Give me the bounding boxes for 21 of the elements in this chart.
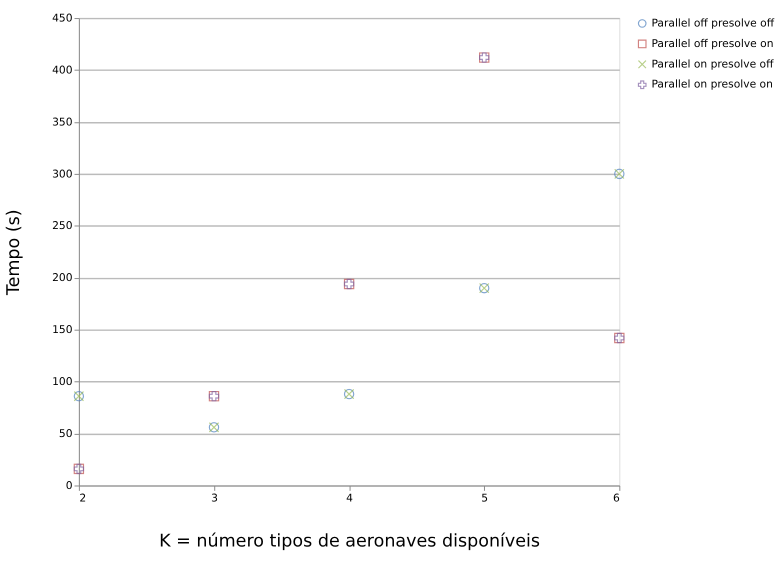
y-tick-label: 200 xyxy=(52,271,73,284)
x-tick-label: 6 xyxy=(613,492,620,505)
y-tick-label: 250 xyxy=(52,219,73,232)
x-tick-label: 5 xyxy=(481,492,488,505)
y-tick-label: 0 xyxy=(66,478,73,492)
legend-label: Parallel off presolve on xyxy=(651,36,774,50)
x-axis-title: K = número tipos de aeronaves disponíveis xyxy=(159,531,540,552)
y-axis-title: Tempo (s) xyxy=(4,209,24,296)
y-tick-label: 450 xyxy=(52,11,73,24)
y-tick-label: 400 xyxy=(52,63,73,76)
y-tick-label: 100 xyxy=(52,375,73,388)
y-tick-label: 350 xyxy=(52,115,73,128)
y-tick-label: 300 xyxy=(52,167,73,180)
x-tick-label: 4 xyxy=(346,492,354,505)
y-tick-label: 150 xyxy=(52,323,73,336)
x-tick-label: 2 xyxy=(79,492,86,505)
legend-label: Parallel on presolve on xyxy=(651,78,773,91)
y-tick-label: 50 xyxy=(58,426,73,440)
x-tick-label: 3 xyxy=(211,492,218,505)
legend-label: Parallel off presolve off xyxy=(651,16,775,30)
legend-label: Parallel on presolve off xyxy=(651,57,774,70)
